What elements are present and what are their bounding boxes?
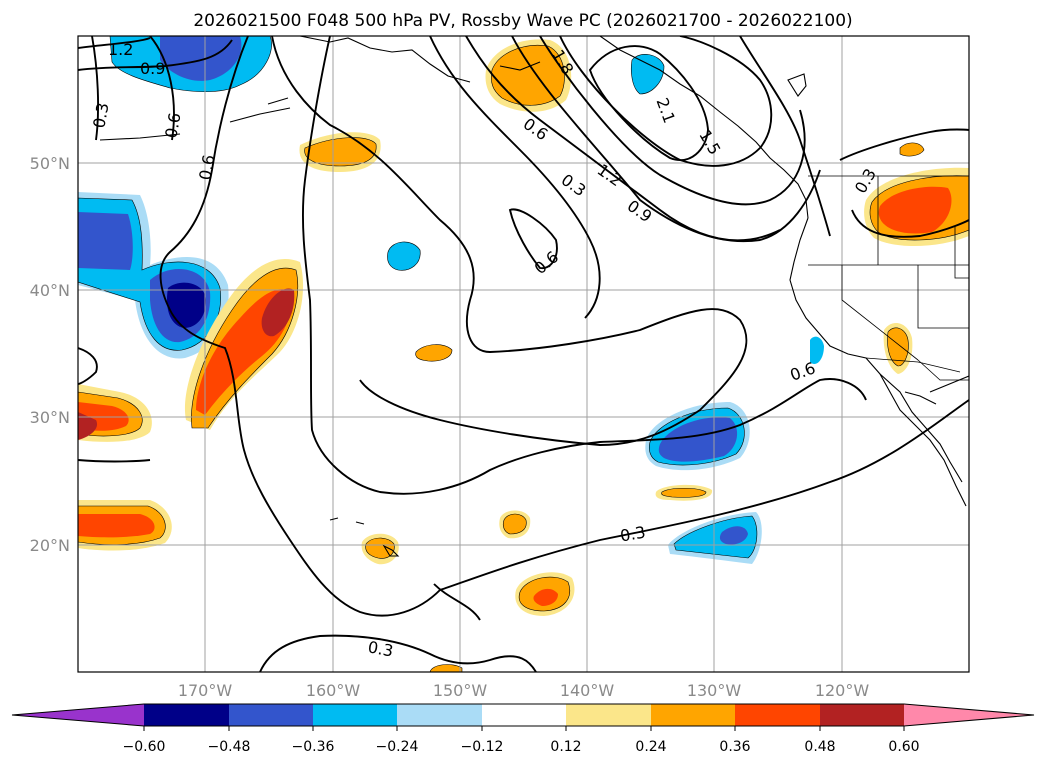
lon-tick-label: 120°W xyxy=(815,681,870,700)
colorbar-label: −0.60 xyxy=(123,739,166,755)
coastline-bc xyxy=(599,36,809,219)
pos-anomaly-az-inner xyxy=(887,327,909,367)
colorbar-label: −0.24 xyxy=(376,739,419,755)
longitude-ticks: 170°W 160°W 150°W 140°W 130°W 120°W xyxy=(178,681,870,700)
contour-label: 0.3 xyxy=(89,101,112,129)
colorbar-segment xyxy=(566,704,651,726)
coastline-aleutian-east xyxy=(499,61,541,71)
contour-0p9-nw xyxy=(78,39,233,71)
pos-anomaly-35n xyxy=(415,344,453,362)
colorbar-label: 0.60 xyxy=(888,739,919,755)
contour-0p6-inner xyxy=(508,208,558,270)
contour-0p3-south xyxy=(259,634,537,672)
pos-anomaly-24n-inner xyxy=(661,487,707,498)
colorbar-label: −0.12 xyxy=(461,739,504,755)
contour-big-loop xyxy=(271,36,748,446)
contour-wave-0p3 xyxy=(429,36,601,319)
contour-wave-1p2 xyxy=(539,36,806,206)
colorbar-segment xyxy=(820,704,904,726)
lat-tick-label: 30°N xyxy=(30,408,70,427)
colorbar-segment xyxy=(313,704,397,726)
lat-tick-label: 20°N xyxy=(30,536,70,555)
contour-label: 0.3 xyxy=(619,522,647,545)
colorbar-label: 0.48 xyxy=(804,739,835,755)
pos-anomaly-21n-inner xyxy=(502,513,527,535)
contour-southwest-loop xyxy=(433,583,481,621)
contour-0p3-center xyxy=(301,36,867,495)
colorbar: −0.60 −0.48 −0.36 −0.24 −0.12 0.12 0.24 … xyxy=(11,703,1035,755)
contour-label: 0.3 xyxy=(366,637,394,660)
latitude-ticks: 50°N 40°N 30°N 20°N xyxy=(30,154,70,555)
neg-anomaly-west-core xyxy=(166,282,206,328)
contour-wave-1p8 xyxy=(588,45,709,161)
contour-label: 0.6 xyxy=(195,153,218,181)
shaded-anomalies xyxy=(78,36,969,672)
neg-anomaly-28n-core xyxy=(658,417,738,462)
lon-tick-label: 150°W xyxy=(433,681,488,700)
colorbar-label: 0.12 xyxy=(550,739,581,755)
lon-tick-label: 170°W xyxy=(178,681,233,700)
neg-anomaly-20n-core xyxy=(719,526,748,545)
contour-1p2-nw xyxy=(78,37,151,49)
contour-0p3-west xyxy=(91,36,100,141)
coastline-alaska-islands xyxy=(99,36,471,141)
pos-anomaly-band-core xyxy=(261,288,295,337)
colorbar-extend-low xyxy=(12,704,144,726)
pos-anomaly-bottom xyxy=(429,664,463,672)
graticule xyxy=(78,36,969,672)
contour-0p6-west xyxy=(149,36,175,141)
neg-anomaly-coast-ca xyxy=(810,336,824,365)
pos-anomaly-west-30n-core xyxy=(78,412,98,440)
colorbar-label: −0.48 xyxy=(208,739,251,755)
contour-east-0p3 xyxy=(839,128,969,238)
pos-anomaly-16n-core xyxy=(533,588,558,606)
pos-anomaly-49n-small xyxy=(899,142,925,157)
lat-tick-label: 50°N xyxy=(30,154,70,173)
pv-contours xyxy=(78,36,969,672)
contour-label: 1.2 xyxy=(108,40,133,59)
neg-anomaly-nw-core xyxy=(160,36,242,81)
lon-tick-label: 140°W xyxy=(560,681,615,700)
map-title: 2026021500 F048 500 hPa PV, Rossby Wave … xyxy=(193,11,852,31)
coastline-mexico xyxy=(929,375,969,393)
pos-anomaly-west-20n-core xyxy=(78,514,155,538)
colorbar-label: 0.24 xyxy=(635,739,666,755)
coastline-hawaii xyxy=(329,517,400,557)
colorbar-segment xyxy=(229,704,313,726)
contour-west-edge xyxy=(78,347,151,463)
pos-anomaly-nw-us-core xyxy=(878,186,952,234)
colorbar-label: 0.36 xyxy=(719,739,750,755)
coastline-us-west xyxy=(789,217,967,507)
pos-anomaly-56n-inner xyxy=(491,44,565,106)
border-us-states xyxy=(808,176,969,381)
contour-label: 0.9 xyxy=(140,59,165,78)
border-mexico xyxy=(865,357,961,373)
lat-tick-label: 40°N xyxy=(30,281,70,300)
contour-label: 0.6 xyxy=(161,111,184,139)
coastline-baja xyxy=(879,373,963,483)
colorbar-extend-high xyxy=(904,704,1034,726)
map-frame xyxy=(77,35,970,673)
colorbar-ticks xyxy=(143,726,905,731)
coastlines-borders xyxy=(99,36,969,557)
colorbar-segment xyxy=(397,704,482,726)
colorbar-segment xyxy=(735,704,820,726)
contour-east-0p6 xyxy=(739,36,831,237)
colorbar-segment xyxy=(482,704,566,726)
colorbar-label: −0.36 xyxy=(292,739,335,755)
lon-tick-label: 160°W xyxy=(306,681,361,700)
pos-anomaly-52n-inner xyxy=(304,137,377,167)
colorbar-segment xyxy=(651,704,735,726)
contour-wave-0p9 xyxy=(511,36,821,243)
lon-tick-label: 130°W xyxy=(687,681,742,700)
neg-anomaly-coast-bc xyxy=(630,54,665,95)
neg-anomaly-43n xyxy=(387,241,421,271)
colorbar-segment xyxy=(144,704,229,726)
map-panel: 1.2 0.9 0.3 0.6 0.6 1.8 2.1 1.5 0.6 0.3 … xyxy=(77,35,970,673)
contour-0p6-long xyxy=(159,36,969,617)
coastline-islands-ne xyxy=(787,73,807,97)
